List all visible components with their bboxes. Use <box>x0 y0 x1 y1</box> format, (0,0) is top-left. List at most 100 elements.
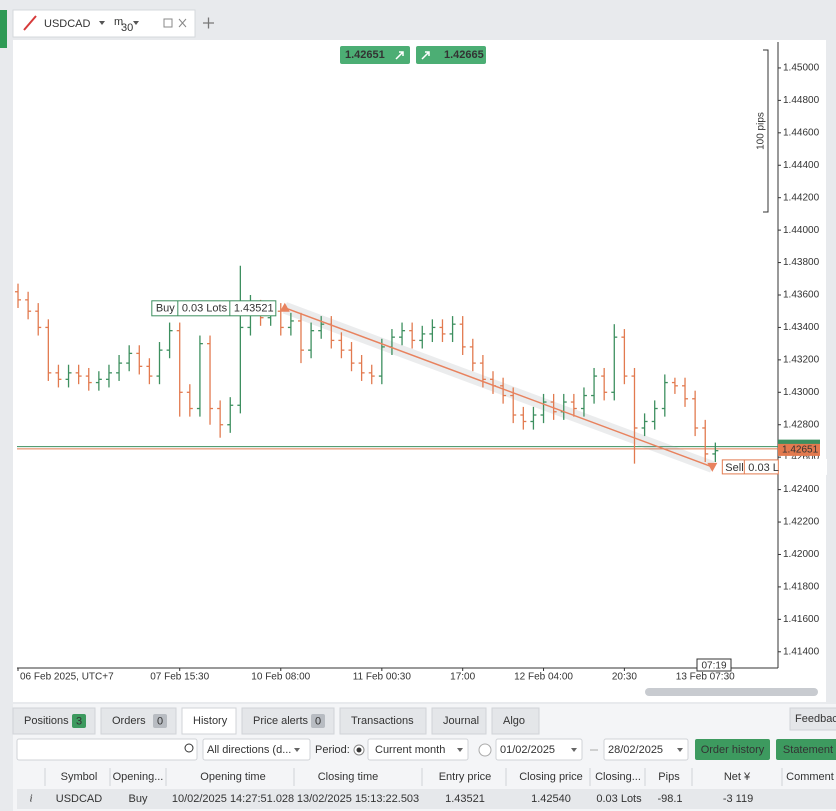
column-header: Entry price <box>439 771 492 783</box>
chart-tab[interactable] <box>12 9 196 38</box>
chart-panel <box>13 40 826 702</box>
scrollbar-track <box>17 686 818 698</box>
exit-box <box>721 459 779 475</box>
column-header: Opening time <box>200 771 265 783</box>
tab-label: Algo <box>503 715 525 727</box>
table-row <box>17 789 836 809</box>
dropdown-icon <box>457 748 463 752</box>
x-tick-label: 20:30 <box>612 672 637 683</box>
date-to-text: 28/02/2025 <box>608 744 663 756</box>
feedback-tab[interactable] <box>789 707 836 731</box>
tab-badge <box>311 714 325 728</box>
tab-label: Price alerts <box>253 715 309 727</box>
crosshair-time-box <box>696 658 732 672</box>
y-tick-label: 1.43600 <box>783 290 820 301</box>
tab-label: History <box>193 715 228 727</box>
search-box[interactable] <box>16 738 198 761</box>
tab-count: 0 <box>315 715 321 727</box>
y-tick-label: 1.43000 <box>783 387 820 398</box>
date-to[interactable] <box>603 738 689 761</box>
radio[interactable] <box>478 743 492 757</box>
tab-count: 3 <box>76 715 82 727</box>
y-tick-label: 1.42600 <box>783 452 820 463</box>
dropdown-icon <box>571 748 577 752</box>
entry-box <box>151 300 277 317</box>
crosshair-time: 07:19 <box>701 661 726 672</box>
y-tick-label: 1.42200 <box>783 517 820 528</box>
add-tab[interactable] <box>203 17 214 29</box>
date-from[interactable] <box>495 738 583 761</box>
y-tick-label: 1.43400 <box>783 322 820 333</box>
y-tick-label: 1.44000 <box>783 225 820 236</box>
pips-ruler <box>763 49 769 213</box>
dropdown-icon[interactable] <box>99 21 105 25</box>
column-header: Opening... <box>113 771 164 783</box>
x-tick-label: 06 Feb 2025, UTC+7 <box>20 672 114 683</box>
radio-dot <box>356 747 362 753</box>
timeframe-unit: m <box>114 16 123 28</box>
y-tick-label: 1.43800 <box>783 257 820 268</box>
entry-price: 1.43521 <box>234 303 274 315</box>
tab-count: 0 <box>157 715 163 727</box>
exit-lots: 0.03 Lo <box>748 462 785 474</box>
x-tick-label: 10 Feb 08:00 <box>251 672 310 683</box>
ruler-label: 100 pips <box>756 112 767 150</box>
y-tick-label: 1.44400 <box>783 160 820 171</box>
y-tick-label: 1.41600 <box>783 614 820 625</box>
tab-badge <box>153 714 167 728</box>
date-from-text: 01/02/2025 <box>500 744 555 756</box>
sell-badge[interactable] <box>340 46 410 64</box>
close-icon[interactable] <box>178 18 187 28</box>
button-label: Order history <box>701 744 765 756</box>
arrow <box>395 51 404 60</box>
column-header: Symbol <box>61 771 98 783</box>
y-tick-label: 1.41400 <box>783 646 820 657</box>
column-header: Closing time <box>318 771 379 783</box>
period-label: Period: <box>315 744 350 756</box>
cell: 10/02/2025 14:27:51.028 <box>172 793 294 805</box>
button[interactable] <box>695 739 770 760</box>
direction-select[interactable] <box>202 738 311 761</box>
direction: All directions (d... <box>207 744 291 756</box>
tab-label: Journal <box>443 715 479 727</box>
panel-tab[interactable] <box>491 707 540 735</box>
chart: 1.41400 1.41600 1.41800 1.42000 1.42200 1.424… <box>15 46 827 683</box>
timeframe-value: 30 <box>121 22 133 34</box>
buy-price: 1.42665 <box>444 49 484 61</box>
cell: 13/02/2025 15:13:22.503 <box>297 793 419 805</box>
x-tick-label: 11 Feb 00:30 <box>353 672 412 683</box>
entry-marker[interactable] <box>279 302 290 312</box>
y-tick-label: 1.42000 <box>783 549 820 560</box>
panel-tab[interactable] <box>431 707 487 735</box>
tab-label: Orders <box>112 715 146 727</box>
bid-axis-label: 1.42651 <box>782 445 819 456</box>
detach-icon[interactable] <box>163 18 173 28</box>
scrollbar-thumb[interactable] <box>645 688 818 696</box>
x-tick-label: 07 Feb 15:30 <box>150 672 209 683</box>
y-tick-label: 1.42800 <box>783 419 820 430</box>
side-accent <box>0 10 7 48</box>
y-tick-label: 1.44600 <box>783 127 820 138</box>
y-tick-label: 1.45000 <box>783 63 820 74</box>
y-tick-label: 1.42400 <box>783 484 820 495</box>
exit-marker[interactable] <box>707 462 718 472</box>
period-select[interactable] <box>367 738 469 761</box>
symbol-name: USDCAD <box>44 18 91 30</box>
dropdown-icon <box>294 748 300 752</box>
feedback: Feedback <box>795 713 836 725</box>
tab-badge <box>72 714 86 728</box>
cell: i <box>29 793 32 805</box>
cell: 0.03 Lots <box>596 793 642 805</box>
bid-axis-tag <box>778 443 820 456</box>
column-header: Comment <box>786 771 834 783</box>
buy-badge[interactable] <box>416 46 486 64</box>
symbol-icon <box>23 15 37 31</box>
panel-tab[interactable] <box>339 707 427 735</box>
button[interactable] <box>776 739 836 760</box>
table-header <box>17 766 836 788</box>
panel-tab[interactable] <box>181 707 237 735</box>
y-tick-label: 1.41800 <box>783 582 820 593</box>
tab-label: Positions <box>24 715 69 727</box>
dropdown-icon[interactable] <box>133 21 139 25</box>
